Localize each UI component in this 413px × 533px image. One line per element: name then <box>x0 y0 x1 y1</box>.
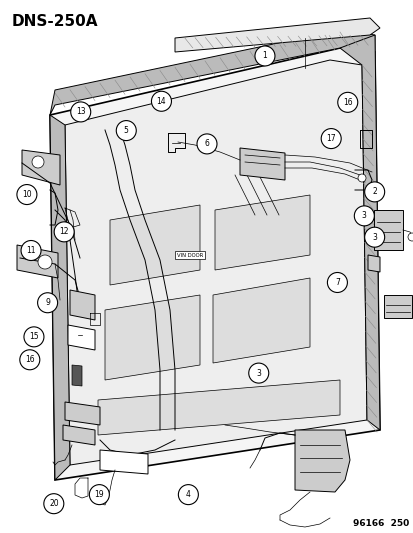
Circle shape <box>357 174 365 182</box>
Text: 3: 3 <box>256 369 261 377</box>
Polygon shape <box>65 402 100 425</box>
Polygon shape <box>50 48 379 480</box>
Text: 5: 5 <box>123 126 128 135</box>
Circle shape <box>38 293 57 313</box>
Polygon shape <box>70 290 95 320</box>
Text: 13: 13 <box>76 108 85 116</box>
Text: 4: 4 <box>185 490 190 499</box>
Text: 16: 16 <box>25 356 35 364</box>
Text: 10: 10 <box>22 190 32 199</box>
Polygon shape <box>17 245 58 278</box>
Text: 3: 3 <box>361 212 366 220</box>
Circle shape <box>89 484 109 505</box>
Text: 12: 12 <box>59 228 69 236</box>
Text: 14: 14 <box>156 97 166 106</box>
Text: 15: 15 <box>29 333 39 341</box>
Circle shape <box>21 240 41 261</box>
Polygon shape <box>105 295 199 380</box>
Circle shape <box>151 91 171 111</box>
Circle shape <box>178 484 198 505</box>
Polygon shape <box>72 365 82 386</box>
Text: 20: 20 <box>49 499 59 508</box>
Circle shape <box>254 46 274 66</box>
Polygon shape <box>294 430 349 492</box>
Text: 7: 7 <box>334 278 339 287</box>
Circle shape <box>197 134 216 154</box>
Circle shape <box>320 128 340 149</box>
Circle shape <box>38 255 52 269</box>
Text: 9: 9 <box>45 298 50 307</box>
Circle shape <box>32 156 44 168</box>
Text: 16: 16 <box>342 98 352 107</box>
Circle shape <box>364 227 384 247</box>
Polygon shape <box>373 210 402 250</box>
Polygon shape <box>68 325 95 350</box>
Circle shape <box>44 494 64 514</box>
Text: 3: 3 <box>371 233 376 241</box>
Circle shape <box>24 327 44 347</box>
Polygon shape <box>50 115 70 480</box>
Circle shape <box>354 206 373 226</box>
Text: 2: 2 <box>371 188 376 196</box>
Circle shape <box>248 363 268 383</box>
Polygon shape <box>22 150 60 185</box>
Polygon shape <box>110 205 199 285</box>
Text: VIN DOOR: VIN DOOR <box>176 253 203 257</box>
Polygon shape <box>50 30 374 115</box>
Polygon shape <box>65 60 366 465</box>
Polygon shape <box>240 148 284 180</box>
Polygon shape <box>367 255 379 272</box>
Text: 6: 6 <box>204 140 209 148</box>
Text: 96166  250: 96166 250 <box>352 519 408 528</box>
Text: 1: 1 <box>262 52 267 60</box>
Polygon shape <box>100 450 147 474</box>
Circle shape <box>17 184 37 205</box>
Circle shape <box>20 350 40 370</box>
Polygon shape <box>212 278 309 363</box>
Circle shape <box>407 233 413 241</box>
Polygon shape <box>383 295 411 318</box>
Circle shape <box>327 272 347 293</box>
Circle shape <box>116 120 136 141</box>
Circle shape <box>364 182 384 202</box>
Text: 19: 19 <box>94 490 104 499</box>
Text: 17: 17 <box>325 134 335 143</box>
Circle shape <box>337 92 357 112</box>
Polygon shape <box>175 18 379 52</box>
Circle shape <box>54 222 74 242</box>
Polygon shape <box>339 35 379 430</box>
Polygon shape <box>214 195 309 270</box>
Polygon shape <box>63 425 95 445</box>
Text: DNS-250A: DNS-250A <box>12 14 98 29</box>
Polygon shape <box>98 380 339 435</box>
Circle shape <box>71 102 90 122</box>
Text: 11: 11 <box>26 246 36 255</box>
